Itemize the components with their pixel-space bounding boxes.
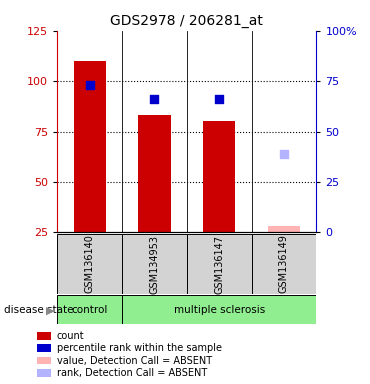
Bar (138, 115, 171, 232)
Text: multiple sclerosis: multiple sclerosis (174, 305, 265, 314)
Title: GDS2978 / 206281_at: GDS2978 / 206281_at (110, 14, 263, 28)
Point (216, 96, 222, 102)
Text: control: control (71, 305, 108, 314)
Text: rank, Detection Call = ABSENT: rank, Detection Call = ABSENT (57, 368, 207, 378)
Bar (187, 234, 252, 294)
Bar (122, 295, 316, 324)
Text: GSM136147: GSM136147 (214, 235, 224, 293)
Text: count: count (57, 331, 84, 341)
Text: percentile rank within the sample: percentile rank within the sample (57, 343, 222, 353)
Bar (252, 234, 316, 294)
Point (281, 151, 287, 157)
Bar (74, 61, 106, 232)
Text: value, Detection Call = ABSENT: value, Detection Call = ABSENT (57, 356, 212, 366)
Text: GSM136140: GSM136140 (85, 235, 95, 293)
Bar (57, 295, 122, 324)
Bar (203, 121, 235, 232)
Bar (268, 226, 300, 232)
Text: GSM136149: GSM136149 (279, 235, 289, 293)
Text: disease state: disease state (4, 305, 73, 315)
Point (151, 96, 157, 102)
Bar (122, 234, 187, 294)
Text: ▶: ▶ (46, 305, 54, 315)
Text: GSM134953: GSM134953 (149, 235, 159, 293)
Point (87, 82, 92, 88)
Bar (57, 234, 122, 294)
